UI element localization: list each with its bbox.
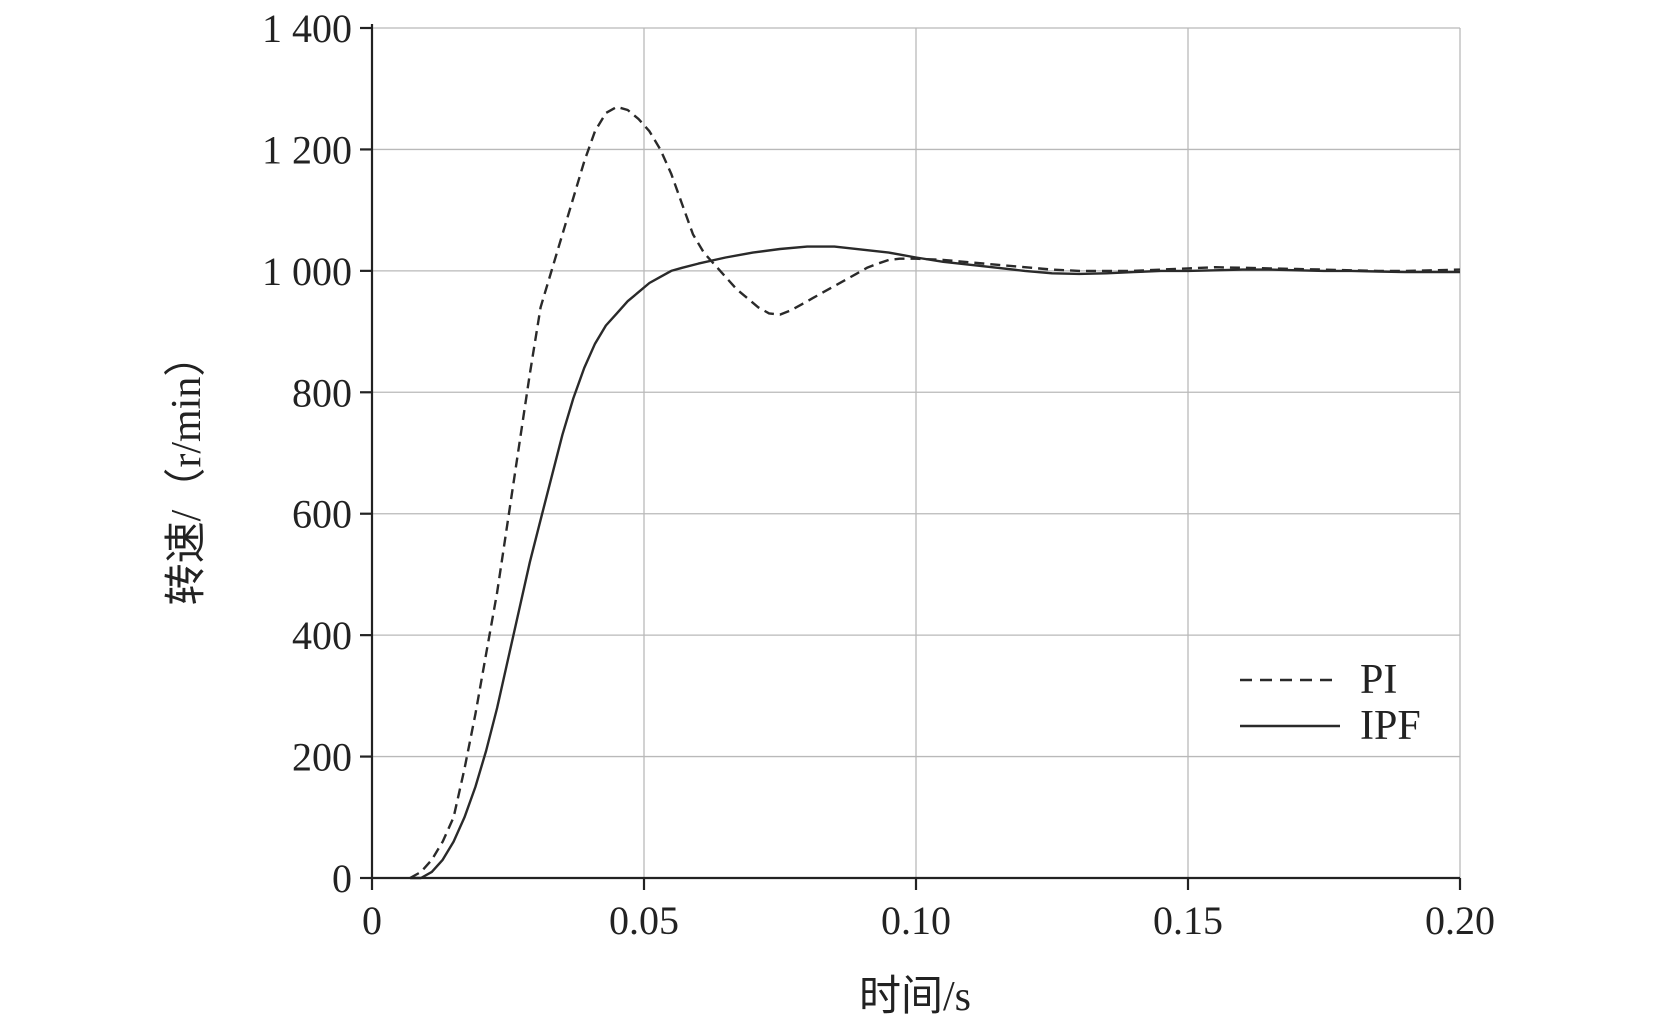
- y-tick-label: 400: [292, 613, 352, 658]
- x-tick-label: 0.20: [1425, 898, 1495, 943]
- grid-lines: [372, 27, 1461, 878]
- series-line-ipf: [410, 245, 1460, 880]
- y-tick-label: 1 200: [262, 127, 352, 172]
- y-tick-label: 600: [292, 492, 352, 537]
- y-tick-label: 200: [292, 735, 352, 780]
- y-tick-label: 800: [292, 370, 352, 415]
- tick-labels: 0 200 400 600 800 1 000 1 200 1 400 0 0.05 0.10 0.1…: [262, 6, 1495, 943]
- series-layer: [409, 105, 1461, 880]
- legend: PI IPF: [1240, 657, 1421, 749]
- axes: [360, 24, 1462, 890]
- y-tick-label: 1 000: [262, 249, 352, 294]
- series-line-pi: [409, 105, 1461, 880]
- y-tick-label: 1 400: [262, 6, 352, 51]
- x-tick-label: 0.05: [609, 898, 679, 943]
- x-tick-label: 0: [362, 898, 382, 943]
- legend-label-ipf: IPF: [1360, 703, 1421, 749]
- y-tick-label: 0: [332, 856, 352, 901]
- x-tick-label: 0.15: [1153, 898, 1223, 943]
- y-axis-title: 转速/（r/min）: [164, 335, 210, 606]
- legend-label-pi: PI: [1360, 657, 1397, 703]
- x-axis-title: 时间/s: [859, 974, 971, 1020]
- x-tick-label: 0.10: [881, 898, 951, 943]
